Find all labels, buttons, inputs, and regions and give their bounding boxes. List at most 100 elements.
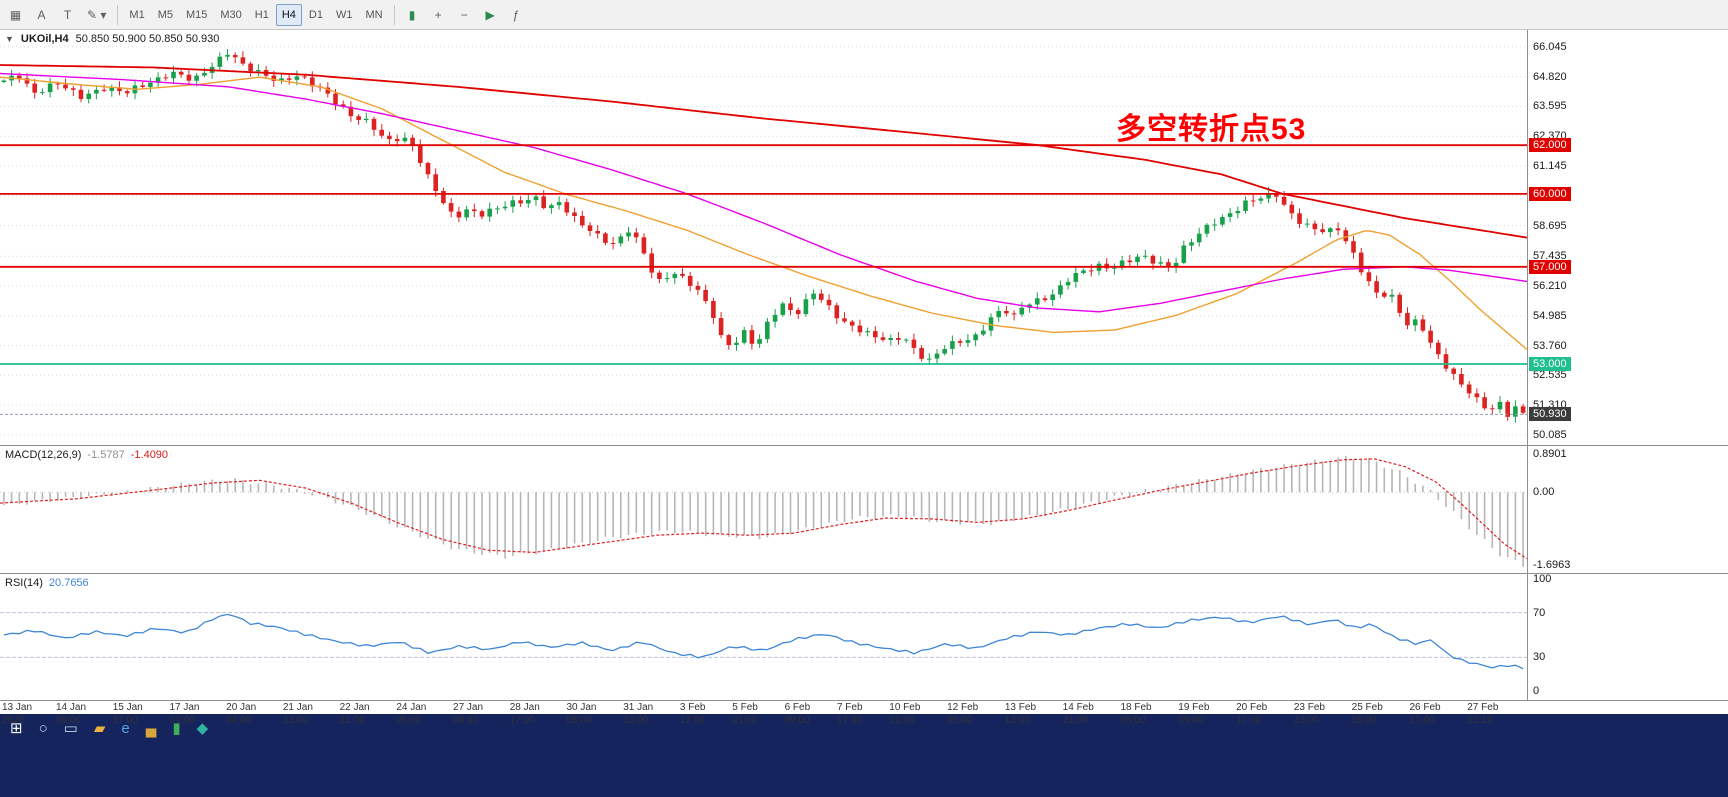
timeframe-h4[interactable]: H4 [275, 3, 302, 26]
time-axis-label: 30 Jan 05:00 [566, 702, 597, 726]
price-chart-canvas[interactable] [0, 30, 1527, 445]
price-axis-label: 52.535 [1533, 369, 1567, 382]
time-axis-label: 21 Jan 13:00 [282, 702, 313, 726]
time-axis-label: 20 Jan 04:00 [226, 702, 257, 726]
time-axis-label: 27 Feb 22:15 [1467, 702, 1499, 726]
price-axis-label: 63.595 [1533, 100, 1567, 113]
price-line-badge-62.000: 62.000 [1529, 138, 1571, 153]
chart-tools-group: ▮ + − ▶ ƒ [400, 4, 529, 26]
chart-grid-icon[interactable]: ▦ [9, 7, 22, 22]
price-axis-label: 61.145 [1533, 160, 1567, 173]
timeframe-m15[interactable]: M15 [185, 8, 208, 21]
price-axis-label: 57.435 [1533, 250, 1567, 263]
price-axis-label: 64.820 [1533, 70, 1567, 83]
macd-histogram [3, 455, 1524, 567]
rsi-plot: RSI(14) 20.7656 [0, 574, 1527, 700]
time-axis-label: 31 Jan 13:00 [623, 702, 654, 726]
macd-main-value: -1.5787 [87, 449, 125, 461]
zoom-out-icon[interactable]: − [460, 7, 468, 22]
time-axis-label: 15 Jan 17:00 [112, 702, 143, 726]
price-axis-label: 54.985 [1533, 309, 1567, 322]
timeframe-h1[interactable]: H1 [254, 8, 269, 21]
toolbar-separator [117, 4, 119, 25]
macd-axis: 0.8901 0.00 -1.6963 [1527, 446, 1728, 573]
trend-tool-icon[interactable]: T [63, 7, 72, 22]
macd-header: MACD(12,26,9) -1.5787 -1.4090 [5, 449, 168, 461]
timeframe-m5[interactable]: M5 [157, 8, 173, 21]
timeframe-w1[interactable]: W1 [335, 8, 353, 21]
search-icon[interactable]: ○ [38, 720, 48, 737]
time-axis-label: 20 Feb 17:00 [1236, 702, 1268, 726]
time-axis-label: 17 Jan 01:00 [169, 702, 200, 726]
price-axis-label: 58.695 [1533, 219, 1567, 232]
toolbar-separator [393, 4, 395, 25]
time-axis: 13 Jan 2020 14 Jan 09:00 15 Jan 17:00 17 Ja… [0, 700, 1728, 726]
windows-taskbar: ⊞ ○ ▭ ▰ e ▄ ▮ ◆ [0, 714, 1728, 797]
macd-signal-line [0, 458, 1527, 560]
indicators-icon[interactable]: ƒ [512, 7, 520, 22]
rsi-value: 20.7656 [48, 577, 89, 589]
price-axis-label: 56.210 [1533, 280, 1567, 292]
time-axis-label: 25 Feb 05:00 [1351, 702, 1383, 726]
start-button[interactable]: ⊞ [10, 720, 23, 737]
folder-icon[interactable]: ▄ [145, 720, 157, 737]
trading-app-icon[interactable]: ▮ [172, 720, 181, 737]
timeframe-mn[interactable]: MN [365, 8, 383, 21]
draw-tool-icon[interactable]: ✎ ▾ [87, 7, 107, 22]
rsi-line [3, 613, 1524, 670]
chart-annotation-text: 多空转折点53 [1116, 113, 1307, 146]
time-axis-label: 12 Feb 05:00 [947, 702, 979, 726]
time-axis-corner [1527, 701, 1728, 714]
time-axis-label: 14 Jan 09:00 [56, 702, 87, 726]
rsi-label: RSI(14) [5, 577, 43, 589]
rsi-header: RSI(14) 20.7656 [5, 577, 89, 589]
rsi-axis: 100 70 30 0 [1527, 573, 1728, 700]
timeframe-m30[interactable]: M30 [220, 8, 242, 21]
price-gridlines [0, 46, 1527, 436]
rsi-axis-label: 0 [1533, 685, 1540, 697]
price-axis: 66.04564.82063.59562.37061.14559.92058.6… [1527, 30, 1728, 445]
price-chart-panel: ▼ UKOil,H4 50.850 50.900 50.850 50.930 多… [0, 30, 1728, 445]
messaging-app-icon[interactable]: ◆ [196, 720, 209, 737]
time-axis-label: 18 Feb 05:00 [1120, 702, 1152, 726]
drawing-tools-group: ▦ A T ✎ ▾ [3, 4, 112, 26]
zoom-in-icon[interactable]: + [434, 7, 442, 22]
macd-axis-label: 0.00 [1533, 486, 1555, 499]
time-axis-label: 13 Jan 2020 [2, 702, 33, 726]
time-axis-label: 28 Jan 17:00 [509, 702, 540, 726]
ma-orange-line [0, 76, 1527, 351]
file-explorer-icon[interactable]: ▰ [93, 720, 106, 737]
ma-red-line [0, 64, 1527, 239]
price-axis-label: 66.045 [1533, 40, 1567, 53]
browser-icon[interactable]: e [121, 720, 130, 737]
macd-canvas[interactable] [0, 446, 1527, 573]
time-axis-label: 14 Feb 21:00 [1062, 702, 1094, 726]
candlestick-chart-icon[interactable]: ▮ [408, 7, 416, 22]
auto-scroll-icon[interactable]: ▶ [485, 7, 495, 22]
chart-header: ▼ UKOil,H4 50.850 50.900 50.850 50.930 [5, 33, 219, 45]
ma-magenta-line [0, 72, 1527, 313]
macd-label: MACD(12,26,9) [5, 449, 82, 461]
timeframe-group: M1 M5 M15 M30 H1 H4 D1 W1 MN [123, 3, 388, 26]
rsi-panel: RSI(14) 20.7656 100 70 30 0 [0, 573, 1728, 700]
price-line-badge-57.000: 57.000 [1529, 259, 1571, 274]
time-axis-label: 6 Feb 09:00 [784, 702, 811, 726]
rsi-canvas[interactable] [0, 574, 1527, 700]
macd-plot: MACD(12,26,9) -1.5787 -1.4090 [0, 446, 1527, 573]
time-axis-label: 22 Jan 21:00 [339, 702, 370, 726]
chart-symbol-label: UKOil,H4 [20, 33, 69, 45]
time-axis-label: 3 Feb 17:00 [679, 702, 706, 726]
macd-axis-label: 0.8901 [1533, 448, 1567, 461]
chart-collapse-arrow-icon[interactable]: ▼ [5, 34, 14, 44]
task-view-icon[interactable]: ▭ [63, 720, 78, 737]
price-chart-plot: ▼ UKOil,H4 50.850 50.900 50.850 50.930 多… [0, 30, 1527, 445]
timeframe-d1[interactable]: D1 [308, 8, 323, 21]
time-axis-label: 26 Feb 17:00 [1409, 702, 1441, 726]
rsi-axis-label: 30 [1533, 651, 1546, 664]
text-label-tool-icon[interactable]: A [37, 7, 46, 22]
timeframe-m1[interactable]: M1 [129, 8, 145, 21]
macd-signal-value: -1.4090 [130, 449, 169, 461]
rsi-axis-label: 100 [1533, 573, 1552, 585]
chart-ohlc-values: 50.850 50.900 50.850 50.930 [75, 33, 220, 45]
